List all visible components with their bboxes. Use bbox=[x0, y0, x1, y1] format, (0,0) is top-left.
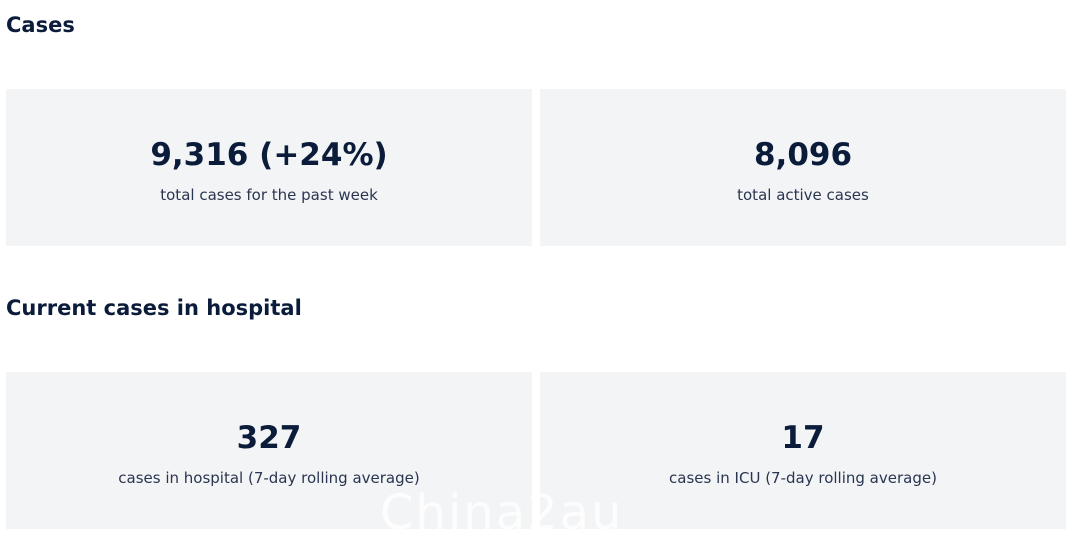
stat-card: 327 cases in hospital (7-day rolling ave… bbox=[6, 372, 532, 529]
stat-label: cases in ICU (7-day rolling average) bbox=[669, 469, 937, 487]
stat-value: 17 bbox=[781, 420, 825, 456]
stat-label: total cases for the past week bbox=[160, 186, 378, 204]
watermark: China2au bbox=[380, 485, 624, 541]
stat-value: 9,316 (+24%) bbox=[150, 137, 388, 173]
stat-label: cases in hospital (7-day rolling average… bbox=[118, 469, 420, 487]
section-heading: Cases bbox=[6, 13, 75, 37]
stat-card: 8,096 total active cases bbox=[540, 89, 1066, 246]
stat-card: 9,316 (+24%) total cases for the past we… bbox=[6, 89, 532, 246]
stat-card: 17 cases in ICU (7-day rolling average) bbox=[540, 372, 1066, 529]
stat-label: total active cases bbox=[737, 186, 869, 204]
section-heading: Current cases in hospital bbox=[6, 296, 302, 320]
stat-value: 327 bbox=[236, 420, 302, 456]
stat-value: 8,096 bbox=[753, 137, 853, 173]
